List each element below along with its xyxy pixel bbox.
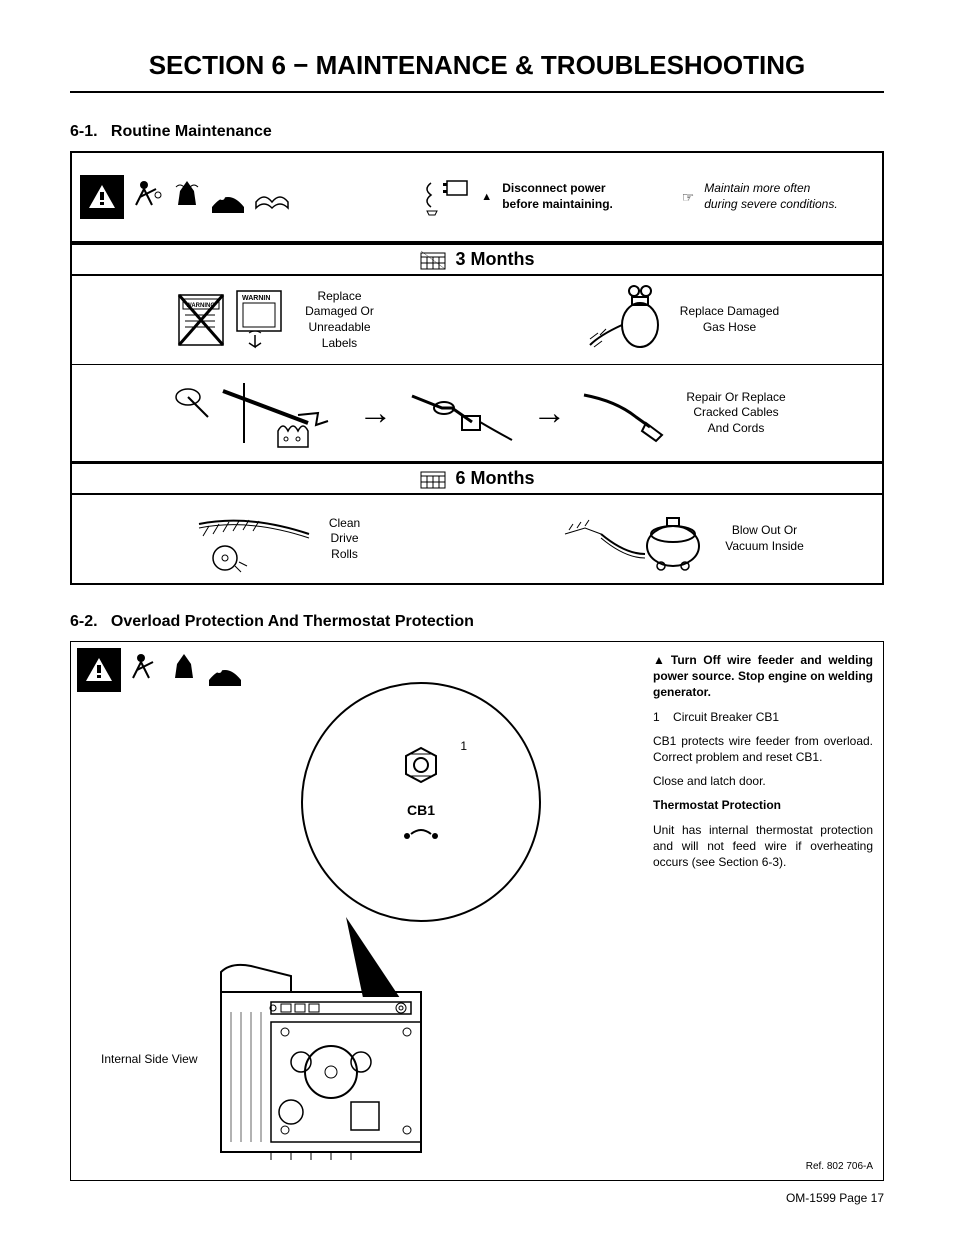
gas-l1: Replace Damaged	[680, 304, 779, 318]
cables-text: Repair Or Replace Cracked Cables And Cor…	[686, 390, 785, 437]
warning-icon-2	[77, 648, 121, 692]
subsection-61: 6-1. Routine Maintenance	[70, 123, 884, 141]
labels-l1: Replace	[317, 289, 361, 303]
rolls-l3: Rolls	[331, 547, 358, 561]
cables-l3: And Cords	[708, 421, 765, 435]
labels-l2: Damaged Or	[305, 304, 374, 318]
subsection-62-title: Overload Protection And Thermostat Prote…	[111, 613, 474, 630]
triangle-bullet-2: ▲	[653, 652, 665, 668]
callout-1-label: 1	[460, 739, 467, 753]
row-rolls-vacuum: Clean Drive Rolls Blo	[72, 495, 882, 583]
calendar-icon-2	[420, 469, 446, 489]
subsection-62: 6-2. Overload Protection And Thermostat …	[70, 613, 884, 631]
ref-number: Ref. 802 706-A	[806, 1161, 873, 1172]
sec62-box: 1 CB1	[70, 641, 884, 1181]
drive-rolls-icon	[189, 504, 319, 574]
labels-text: Replace Damaged Or Unreadable Labels	[305, 289, 374, 351]
unit-diagram	[201, 962, 461, 1162]
item1-num: 1	[653, 710, 660, 724]
sec62-p3: Unit has internal thermostat protection …	[653, 822, 873, 871]
subsection-61-title: Routine Maintenance	[111, 123, 272, 140]
cable-damaged-icon	[168, 373, 348, 453]
gas-l2: Gas Hose	[703, 320, 756, 334]
labels-l4: Labels	[322, 336, 357, 350]
period-3months-label: 3 Months	[456, 249, 535, 270]
manual-icon	[252, 182, 292, 212]
period-3months: 3 Months	[72, 243, 882, 276]
cables-l1: Repair Or Replace	[686, 390, 785, 404]
hazard-icon-2	[170, 177, 204, 217]
labels-l3: Unreadable	[308, 320, 370, 334]
calendar-icon-1	[420, 250, 446, 270]
cable-plug-icon	[402, 378, 522, 448]
thermostat-head: Thermostat Protection	[653, 798, 781, 812]
note-icon: ☞	[682, 189, 695, 206]
svg-text:WARNIN: WARNIN	[242, 295, 270, 302]
rolls-text: Clean Drive Rolls	[329, 516, 360, 563]
maintain-l2: during severe conditions.	[704, 197, 837, 211]
maint-header-row: ▲ Disconnect power before maintaining. ☞…	[72, 153, 882, 243]
arrow-1: →	[358, 394, 392, 433]
plug-icon	[417, 175, 471, 219]
warning-block	[80, 175, 292, 219]
subsection-61-num: 6-1.	[70, 123, 98, 140]
reset-arcs-icon	[399, 828, 443, 844]
disconnect-text: Disconnect power before maintaining.	[502, 181, 613, 212]
sec62-text: ▲ Turn Off wire feeder and welding power…	[653, 652, 873, 878]
vac-l1: Blow Out Or	[732, 523, 797, 537]
vacuum-icon	[555, 504, 715, 574]
gas-text: Replace Damaged Gas Hose	[680, 304, 779, 335]
sec62-diagram: 1 CB1	[171, 682, 611, 1172]
maintain-l1: Maintain more often	[704, 181, 810, 195]
disconnect-l1: Disconnect power	[502, 181, 605, 195]
sec62-warning-text: Turn Off wire feeder and welding power s…	[653, 653, 873, 699]
cb1-label: CB1	[407, 802, 435, 818]
row-labels-gas: WARNING WARNIN Replace Damaged Or Unread…	[72, 276, 882, 365]
hazard-icon-3	[208, 177, 248, 217]
subsection-62-num: 6-2.	[70, 613, 98, 630]
sec62-p2: Close and latch door.	[653, 773, 873, 789]
page-footer: OM-1599 Page 17	[786, 1191, 884, 1205]
maintenance-table: ▲ Disconnect power before maintaining. ☞…	[70, 151, 884, 585]
welding-gun-icon	[576, 383, 676, 443]
maintain-text: Maintain more often during severe condit…	[704, 181, 837, 212]
period-6months: 6 Months	[72, 462, 882, 495]
sec62-p1: CB1 protects wire feeder from overload. …	[653, 733, 873, 765]
gas-hose-icon	[580, 285, 670, 355]
vacuum-text: Blow Out Or Vacuum Inside	[725, 523, 804, 554]
callout-circle: 1 CB1	[301, 682, 541, 922]
labels-icon: WARNING WARNIN	[175, 285, 295, 355]
warning-icon	[80, 175, 124, 219]
vac-l2: Vacuum Inside	[725, 539, 804, 553]
item1-text: Circuit Breaker CB1	[673, 710, 779, 724]
disconnect-l2: before maintaining.	[502, 197, 613, 211]
hex-nut-icon	[396, 742, 446, 792]
arrow-2: →	[532, 394, 566, 433]
triangle-bullet-1: ▲	[481, 191, 492, 203]
hazard-icon-1	[132, 177, 166, 217]
section-title: SECTION 6 − MAINTENANCE & TROUBLESHOOTIN…	[70, 50, 884, 93]
rolls-l1: Clean	[329, 516, 360, 530]
period-6months-label: 6 Months	[456, 468, 535, 489]
internal-side-view-label: Internal Side View	[101, 1052, 198, 1066]
row-cables: → → Repair Or Replace Cracked Cables And…	[72, 365, 882, 462]
cables-l2: Cracked Cables	[693, 405, 778, 419]
rolls-l2: Drive	[330, 531, 358, 545]
hazard-icon-4	[129, 650, 163, 690]
